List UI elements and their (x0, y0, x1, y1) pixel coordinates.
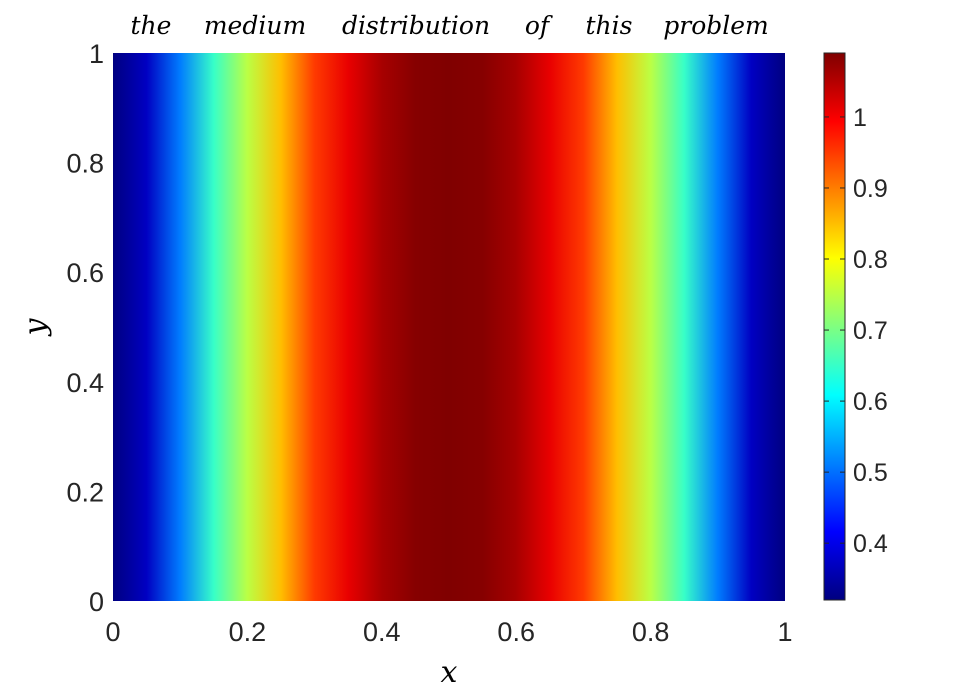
y-tick-label: 0.4 (66, 368, 104, 398)
x-axis-ticks: 0 0.2 0.4 0.6 0.8 1 (105, 617, 792, 647)
x-tick-label: 0.8 (632, 617, 670, 647)
colorbar-tick-label: 0.5 (853, 459, 888, 487)
title-word: the (131, 11, 172, 40)
y-tick-label: 0 (89, 587, 104, 617)
colorbar (823, 52, 846, 601)
x-tick-label: 0.4 (363, 617, 401, 647)
title-word: problem (663, 11, 769, 40)
title-word: this (586, 11, 633, 40)
y-axis-ticks: 0 0.2 0.4 0.6 0.8 1 (66, 39, 104, 617)
colorbar-tick-label: 0.8 (853, 246, 888, 274)
y-tick-label: 0.8 (66, 149, 104, 179)
x-tick-label: 0 (105, 617, 120, 647)
y-axis-label: y (18, 317, 53, 337)
title-word: of (525, 11, 553, 40)
colorbar-tick-label: 0.6 (853, 388, 888, 416)
x-tick-label: 1 (777, 617, 792, 647)
x-tick-label: 0.6 (497, 617, 535, 647)
x-axis-label: x (441, 655, 458, 690)
y-tick-label: 0.2 (66, 477, 104, 507)
y-tick-label: 0.6 (66, 258, 104, 288)
colorbar-tick-label: 1 (853, 104, 867, 132)
y-tick-label: 1 (89, 39, 104, 69)
colorbar-tick-label: 0.9 (853, 175, 888, 203)
colorbar-tick-label: 0.7 (853, 317, 888, 345)
colorbar-tick-label: 0.4 (853, 530, 888, 558)
title-word: medium (204, 11, 306, 40)
title-word: distribution (342, 11, 490, 40)
chart-title: the medium distribution of this problem (131, 11, 769, 40)
heatmap-field (113, 53, 785, 601)
colorbar-ticks: 0.4 0.5 0.6 0.7 0.8 0.9 1 (824, 104, 888, 558)
x-tick-label: 0.2 (229, 617, 267, 647)
